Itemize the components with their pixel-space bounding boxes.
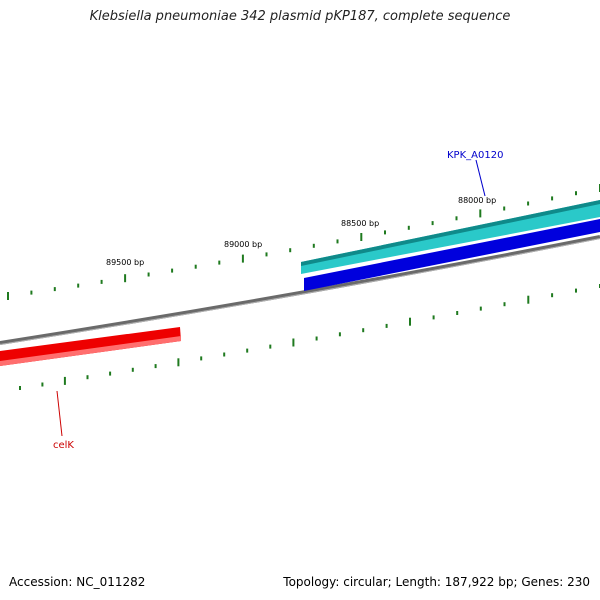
celk-leader-line <box>56 390 63 437</box>
tick-label-89500: 89500 bp <box>106 258 144 267</box>
gene-bar-blue[interactable] <box>304 219 600 291</box>
backbone-arc-highlight <box>0 238 600 345</box>
gene-label-celk[interactable]: celK <box>53 440 74 451</box>
tick-label-88000: 88000 bp <box>458 196 496 205</box>
inner-tick-track <box>19 284 600 390</box>
backbone-arc <box>0 235 600 345</box>
topology-summary: Topology: circular; Length: 187,922 bp; … <box>283 575 590 589</box>
kpk-a0120-leader-line <box>475 159 486 197</box>
tick-label-89000: 89000 bp <box>224 240 262 249</box>
gene-bar-cyan-edge <box>301 200 600 266</box>
gene-label-kpk-a0120[interactable]: KPK_A0120 <box>447 150 503 161</box>
map-title: Klebsiella pneumoniae 342 plasmid pKP187… <box>89 9 511 24</box>
outer-tick-track <box>7 184 600 300</box>
gene-bar-red-edge <box>0 336 181 366</box>
tick-label-88500: 88500 bp <box>341 219 379 228</box>
accession-text: Accession: NC_011282 <box>9 575 146 589</box>
